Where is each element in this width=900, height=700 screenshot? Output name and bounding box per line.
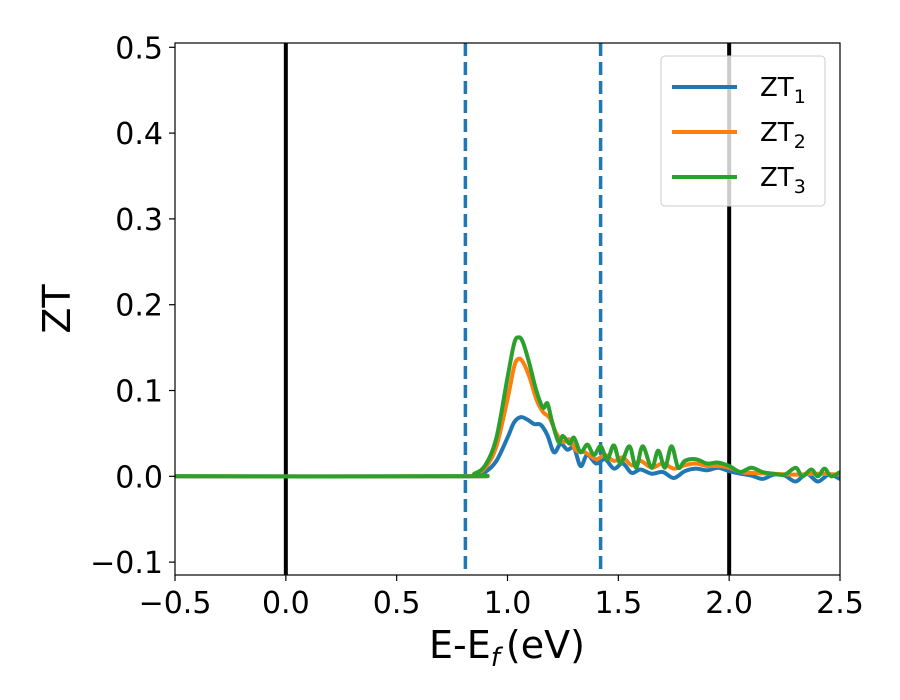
legend-label-zt3: ZT3 bbox=[760, 163, 806, 198]
legend-label-main: ZT bbox=[760, 163, 794, 193]
legend-box bbox=[660, 55, 826, 207]
y-tick-label: −0.1 bbox=[90, 546, 163, 581]
series-line-zt3 bbox=[175, 335, 840, 479]
y-tick-label: 0.5 bbox=[115, 31, 163, 66]
legend-label-main: ZT bbox=[760, 118, 794, 148]
legend-label-subscript: 2 bbox=[794, 131, 806, 153]
y-tick-label: 0.4 bbox=[115, 117, 163, 152]
legend-label-main: ZT bbox=[760, 73, 794, 103]
x-tick-label: 2.0 bbox=[705, 586, 753, 621]
series-layer bbox=[175, 335, 840, 484]
x-tick-label: 0.5 bbox=[373, 586, 421, 621]
x-axis-title: E-Ef (eV) bbox=[429, 623, 585, 673]
y-tick-label: 0.0 bbox=[115, 460, 163, 495]
x-tick-label: 1.0 bbox=[484, 586, 532, 621]
series-line-zt2 bbox=[175, 356, 840, 479]
x-axis-title-main: E-E bbox=[429, 623, 491, 667]
x-tick-label: −0.5 bbox=[139, 586, 212, 621]
x-axis: −0.5 0.0 0.5 1.0 1.5 2.0 2.5 bbox=[139, 575, 864, 621]
legend-label-zt2: ZT2 bbox=[760, 118, 806, 153]
y-tick-label: 0.2 bbox=[115, 289, 163, 324]
y-axis: −0.1 0.0 0.1 0.2 0.3 0.4 0.5 bbox=[90, 31, 175, 581]
y-tick-label: 0.3 bbox=[115, 203, 163, 238]
y-axis-title: ZT bbox=[35, 284, 79, 334]
x-tick-label: 0.0 bbox=[262, 586, 310, 621]
series-line-zt1 bbox=[175, 415, 840, 484]
legend-label-subscript: 1 bbox=[794, 86, 806, 108]
x-axis-title-unit: (eV) bbox=[506, 623, 585, 667]
y-tick-label: 0.1 bbox=[115, 375, 163, 410]
x-tick-label: 1.5 bbox=[594, 586, 642, 621]
legend-label-subscript: 3 bbox=[794, 176, 806, 198]
legend-label-zt1: ZT1 bbox=[760, 73, 806, 108]
x-tick-label: 2.5 bbox=[816, 586, 864, 621]
